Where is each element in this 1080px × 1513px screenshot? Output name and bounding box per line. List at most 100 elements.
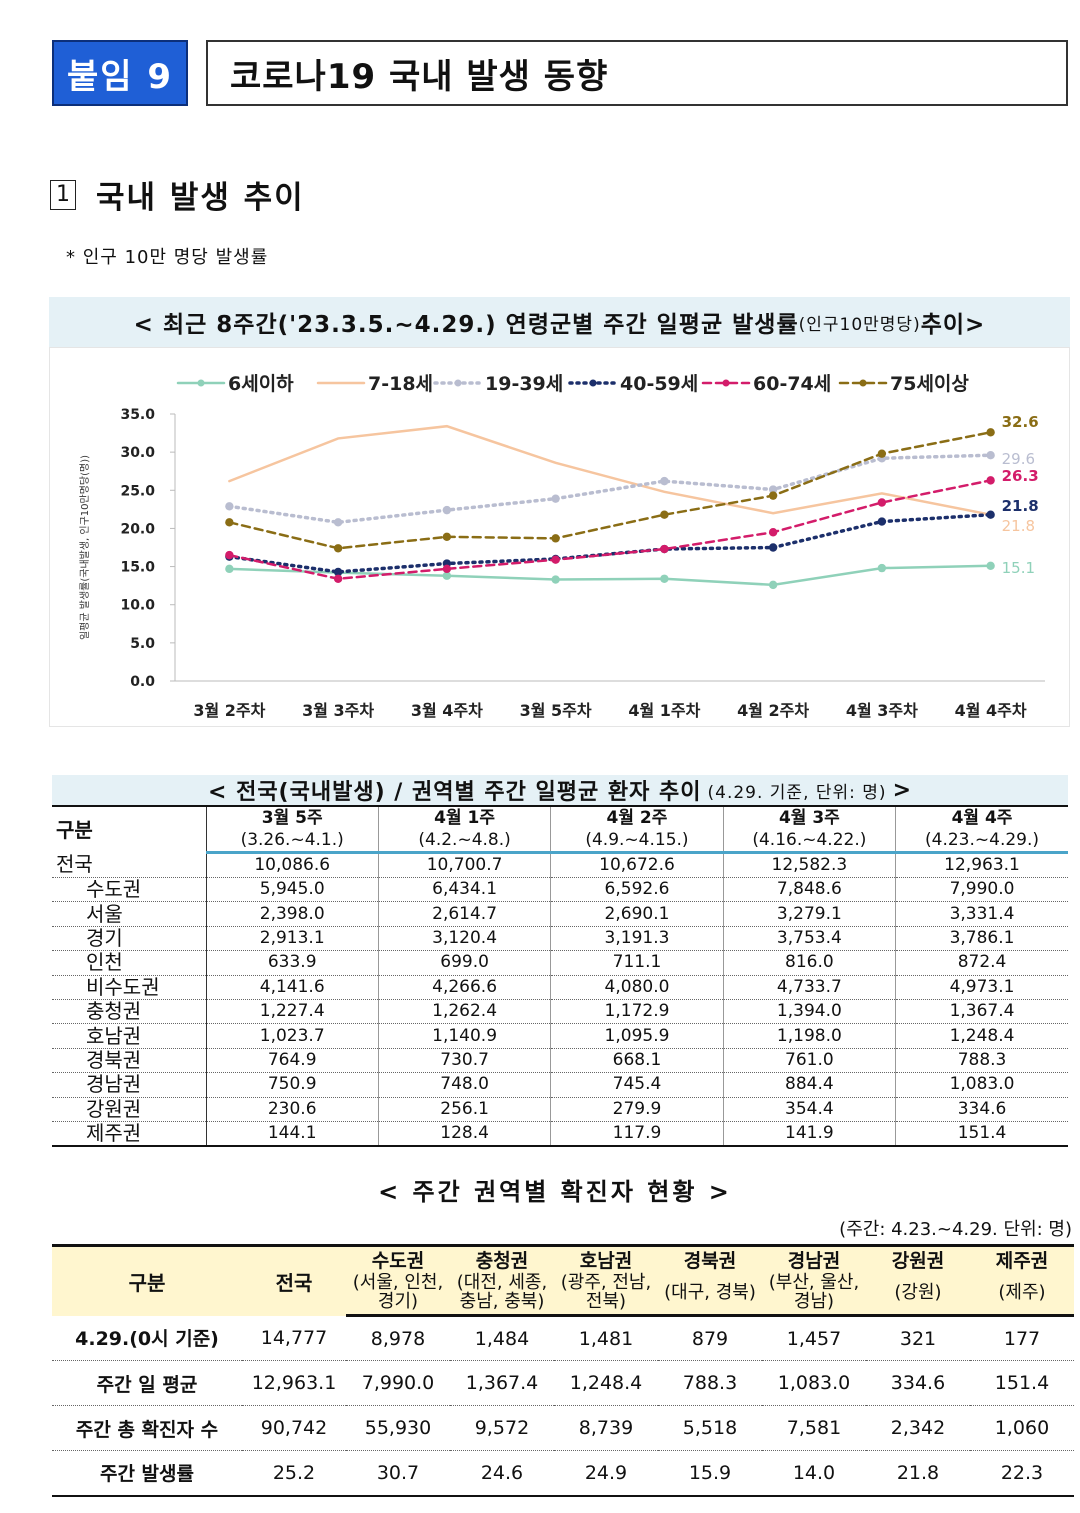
legend-label: 19-39세 [485,373,563,395]
table2-area-header: 충청권 [450,1244,554,1273]
legend-item: 60-74세 [701,373,831,395]
data-point [333,567,343,577]
y-axis-label: 일평균 발생률(국내발생, 인구10만명당(명)) [79,455,91,640]
end-value-label: 32.6 [1002,413,1039,431]
y-tick-label: 5.0 [130,636,155,652]
table2-corner-header: 구분 [52,1244,242,1316]
table2-subheader-row: (서울, 인천, 경기) (대전, 세종, 충남, 충북) (광주, 전남, 전북)… [52,1273,1074,1317]
table-row: 경남권 750.9 748.0 745.4 884.4 1,083.0 [52,1072,1068,1098]
table-cell: 55,930 [346,1405,450,1451]
data-point [768,580,778,590]
legend-marker [197,379,205,387]
table-cell: 5,945.0 [205,877,379,903]
y-tick-label: 25.0 [120,483,155,499]
table-cell: 1,262.4 [377,999,551,1025]
table1-range-header: (4.16.~4.22.) [722,829,896,854]
table2-area-header: 강원권 [866,1244,970,1273]
table-cell: 1,172.9 [550,999,724,1025]
table1-title-end: > [892,777,913,803]
table-row: 제주권 144.1 128.4 117.9 141.9 151.4 [52,1121,1068,1147]
table-cell: 6,434.1 [377,877,551,903]
table2-unit: (주간: 4.23.~4.29. 단위: 명) [839,1219,1072,1240]
x-tick-label: 4월 4주차 [955,701,1027,720]
table-cell: 711.1 [550,950,724,976]
table-cell: 3,786.1 [895,926,1068,952]
table-cell: 4,973.1 [895,975,1068,1000]
region-name: 수도권 [52,877,207,903]
table2-area-subheader: (강원) [866,1273,970,1317]
table-cell: 151.4 [970,1360,1074,1406]
table2-area-subheader: (서울, 인천, 경기) [346,1273,450,1317]
table-cell: 1,140.9 [377,1023,551,1049]
legend-label: 6세이하 [228,373,294,395]
data-point [986,476,995,485]
region-name: 충청권 [52,999,207,1025]
table-cell: 177 [970,1315,1074,1361]
table-row: 경기 2,913.1 3,120.4 3,191.3 3,753.4 3,786.1 [52,926,1068,952]
weekly-regional-cases-table: 구분 전국 수도권 충청권 호남권 경북권 경남권 강원권 제주권 (서울, 인천, 경기) (대전… [52,1244,1074,1497]
region-name: 전국 [52,852,207,878]
region-name: 제주권 [52,1121,207,1147]
table2-area-header: 제주권 [970,1244,1074,1273]
table1-week-header: 3월 5주 [205,805,379,829]
y-tick-label: 20.0 [120,521,155,537]
table-cell: 7,990.0 [895,877,1068,903]
data-point [768,491,778,500]
section-number: 1 [50,179,76,210]
table-row: 충청권 1,227.4 1,262.4 1,172.9 1,394.0 1,367.4 [52,999,1068,1025]
data-point [768,485,778,494]
page-title: 코로나19 국내 발생 동향 [206,40,1068,106]
table-cell: 884.4 [722,1072,896,1098]
table-cell: 764.9 [205,1048,379,1074]
table1-title-note: (4.29. 기준, 단위: 명) [707,782,887,803]
row-label: 주간 총 확진자 수 [52,1405,242,1451]
table-cell: 1,367.4 [450,1360,554,1406]
data-point [551,575,560,584]
data-point [225,550,234,560]
table-row: 인천 633.9 699.0 711.1 816.0 872.4 [52,950,1068,976]
data-point [225,502,234,511]
table-cell: 816.0 [722,950,896,976]
table-cell: 788.3 [895,1048,1068,1074]
x-tick-label: 3월 4주차 [411,701,483,720]
table-row: 주간 발생률 25.2 30.7 24.6 24.9 15.9 14.0 21.8 22.3 [52,1450,1074,1497]
end-value-label: 21.8 [1002,517,1035,535]
table1-header-row: 구분 3월 5주 4월 1주 4월 2주 4월 3주 4월 4주 [52,805,1068,853]
table-cell: 4,141.6 [205,975,379,1000]
series-3 [225,450,995,527]
table-cell: 745.4 [550,1072,724,1098]
table-cell: 334.6 [895,1097,1068,1122]
data-point [551,494,560,503]
x-tick-label: 3월 5주차 [520,701,592,720]
chart-title-end: 추이> [920,312,986,338]
data-point [877,498,887,507]
table-cell: 1,481 [554,1315,658,1361]
table-cell: 256.1 [377,1097,551,1122]
region-name: 인천 [52,950,207,976]
table-cell: 872.4 [895,950,1068,976]
table-cell: 144.1 [205,1121,379,1147]
table-cell: 5,518 [658,1405,762,1451]
line-chart-panel: 0.0 5.0 10.0 15.0 20.0 25.0 30.0 35.0 일평균 발생률(국내… [49,347,1070,727]
legend-marker [454,379,462,387]
table-cell: 1,457 [762,1315,866,1361]
legend-item: 40-59세 [568,373,698,395]
table-cell: 1,394.0 [722,999,896,1025]
y-tick-label: 15.0 [120,560,155,576]
legend-label: 7-18세 [368,373,433,395]
table-cell: 7,990.0 [346,1360,450,1406]
table-row: 전국 10,086.6 10,700.7 10,672.6 12,582.3 12,963… [52,852,1068,878]
line-chart: 0.0 5.0 10.0 15.0 20.0 25.0 30.0 35.0 일평균 발생률(국내… [79,373,1045,720]
attachment-badge: 붙임 9 [52,40,188,106]
section-heading: 1 국내 발생 추이 [50,172,305,217]
x-tick-label: 4월 2주차 [737,701,809,720]
data-point [660,510,669,519]
series-line [228,424,992,516]
series-line [227,512,993,574]
legend-marker [589,379,597,387]
table-cell: 117.9 [550,1121,724,1147]
table-cell: 10,086.6 [205,852,379,878]
table-cell: 3,120.4 [377,926,551,952]
table-cell: 748.0 [377,1072,551,1098]
table1-range-row: (3.26.~4.1.) (4.2.~4.8.) (4.9.~4.15.) (4.16… [52,829,1068,854]
